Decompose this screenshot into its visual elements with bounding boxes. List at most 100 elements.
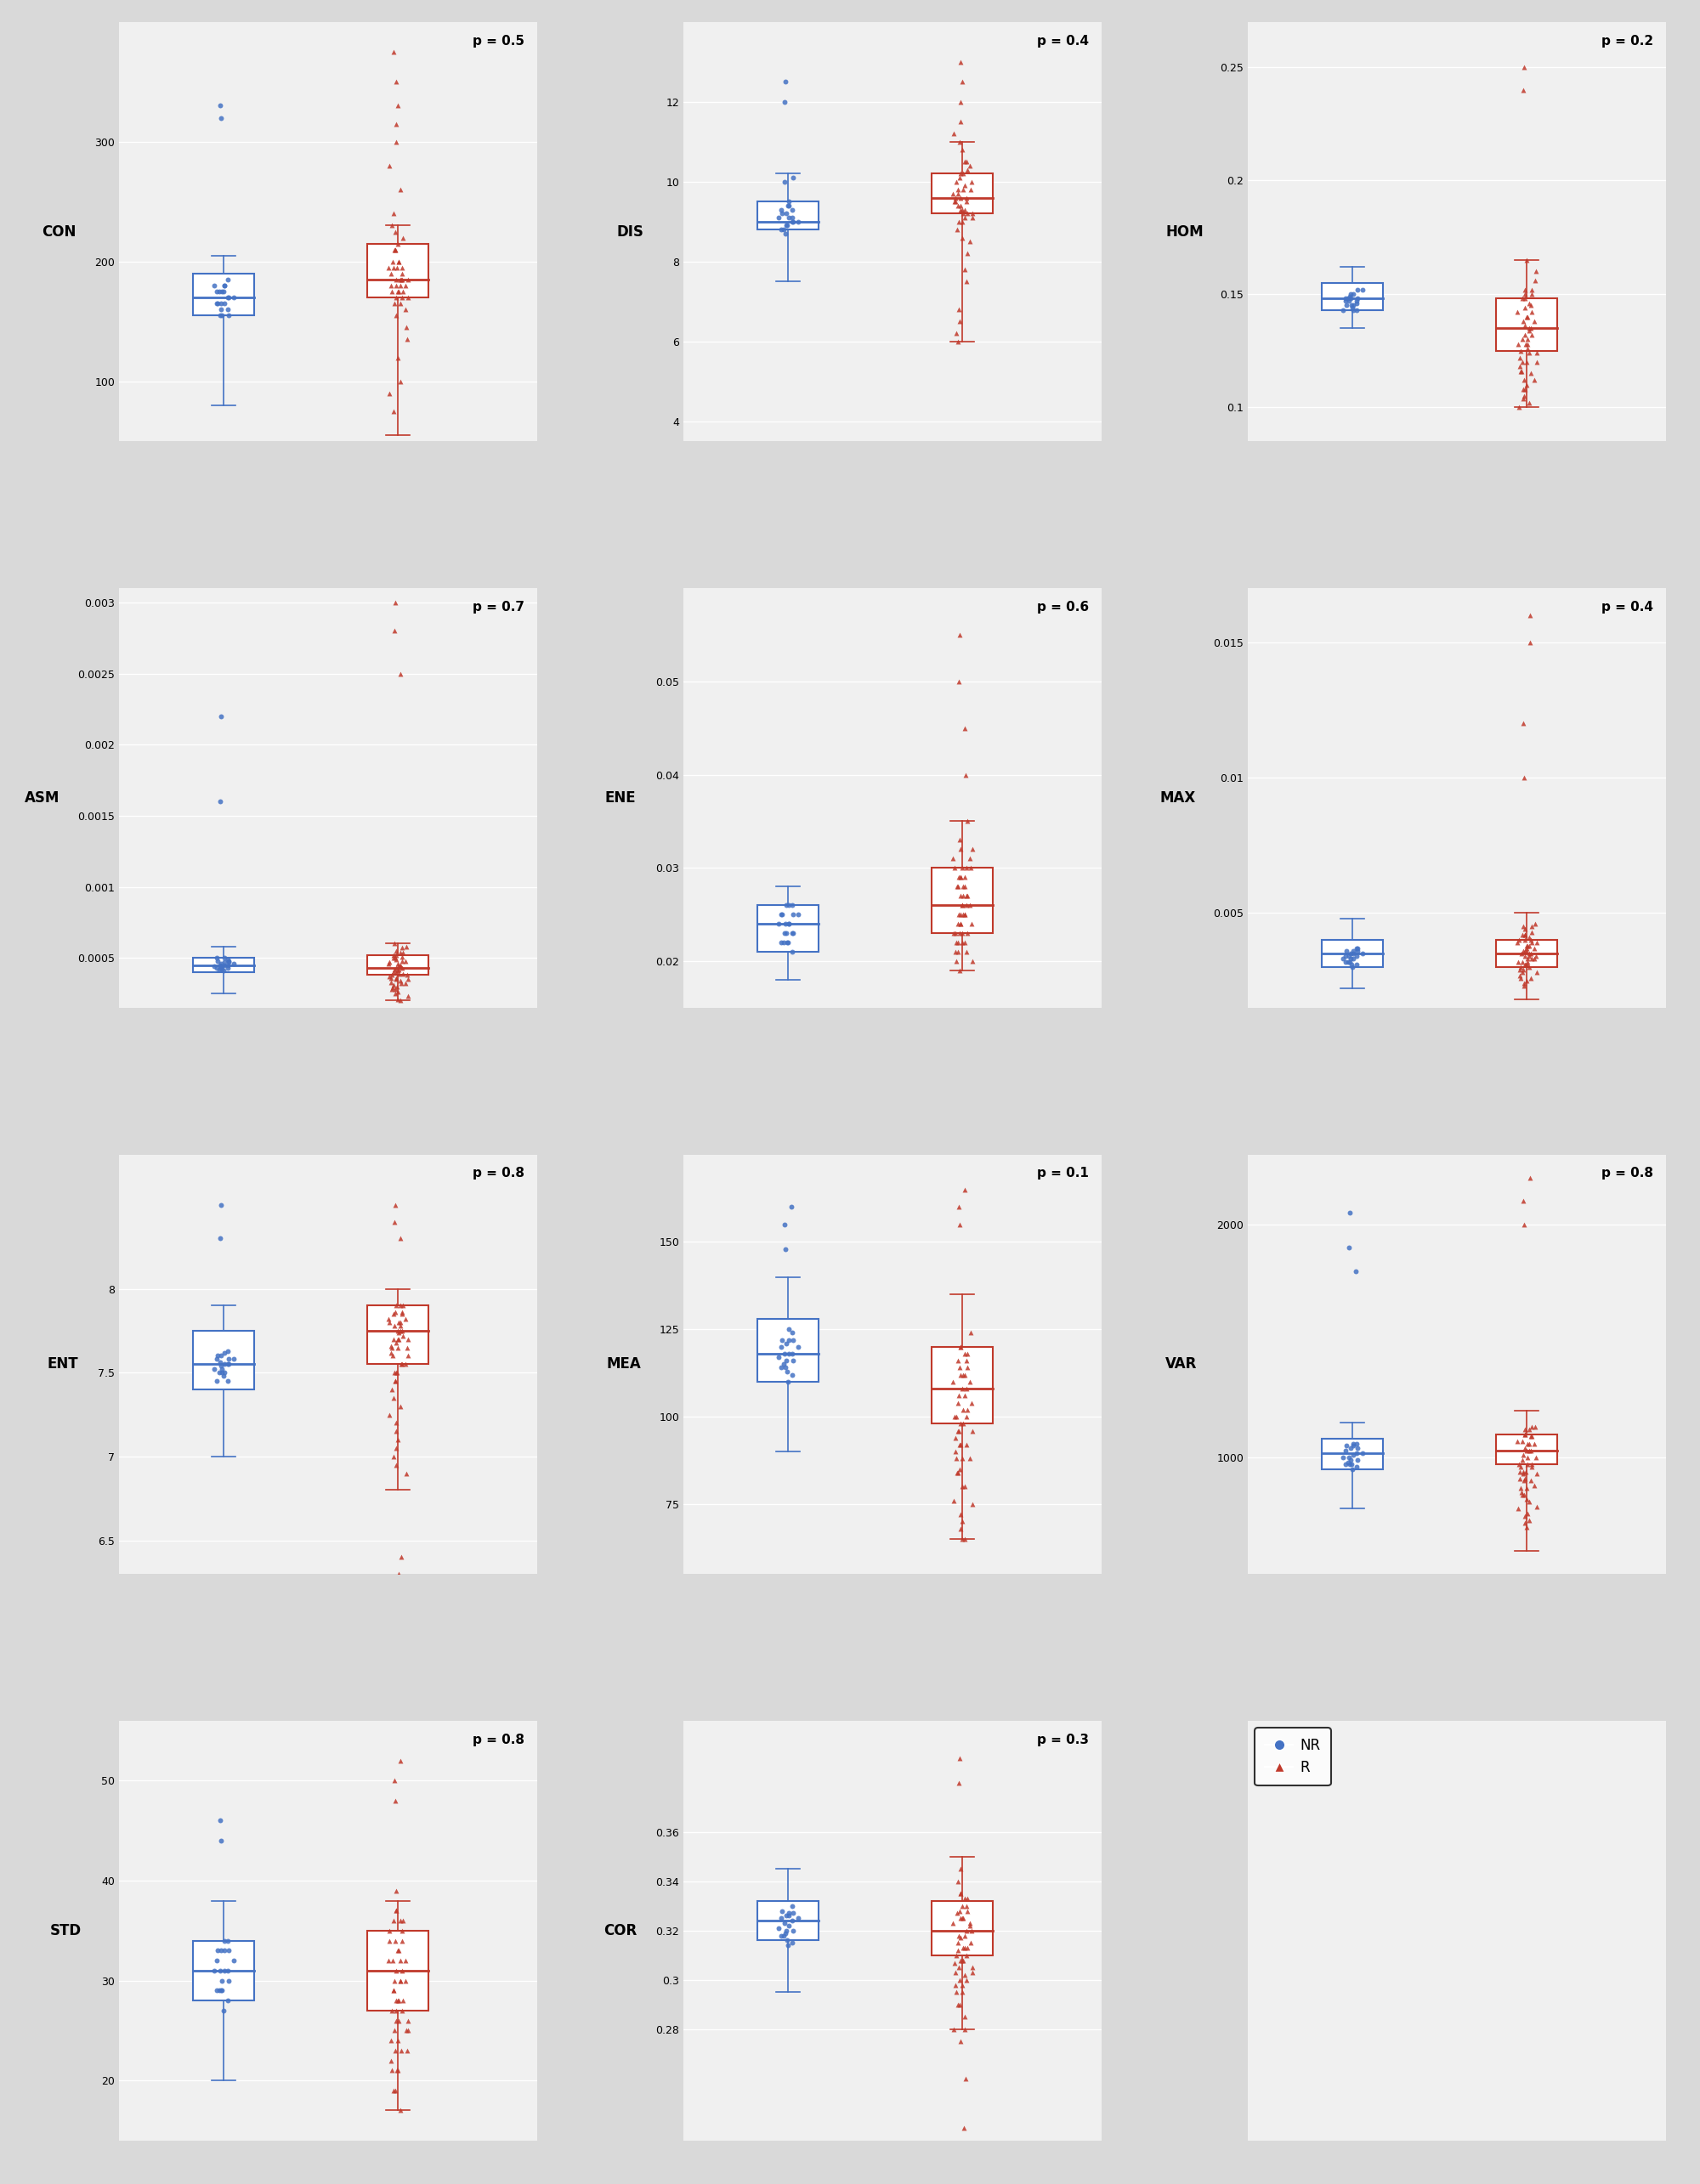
Point — [209, 1358, 236, 1393]
Point — [201, 269, 228, 304]
Point — [954, 1889, 981, 1924]
Point — [376, 1304, 403, 1339]
Point — [1510, 1184, 1537, 1219]
Point — [1523, 954, 1550, 989]
Point — [206, 952, 233, 987]
Point — [945, 304, 972, 339]
Point — [779, 935, 806, 970]
Point — [382, 1289, 410, 1324]
Point — [1515, 286, 1542, 321]
Point — [1336, 280, 1363, 314]
Point — [955, 1909, 983, 1944]
Point — [201, 1952, 228, 1987]
FancyBboxPatch shape — [758, 201, 818, 229]
Point — [1513, 299, 1540, 334]
Point — [1513, 367, 1540, 402]
Point — [384, 1321, 411, 1356]
Point — [775, 1337, 802, 1372]
Point — [768, 1900, 796, 1935]
Point — [386, 1289, 413, 1324]
Point — [377, 1328, 405, 1363]
Point — [944, 1926, 971, 1961]
Point — [214, 1348, 241, 1382]
Point — [952, 1173, 979, 1208]
Point — [784, 203, 811, 238]
Point — [214, 943, 241, 978]
Point — [211, 1924, 238, 1959]
Point — [1343, 1450, 1370, 1485]
Point — [949, 203, 976, 238]
Point — [945, 1413, 972, 1448]
Point — [765, 1911, 792, 1946]
Point — [768, 898, 796, 933]
Point — [1513, 933, 1540, 968]
Point — [386, 950, 413, 985]
Point — [949, 898, 976, 933]
Point — [382, 232, 410, 266]
Point — [376, 1913, 403, 1948]
Point — [954, 1894, 981, 1928]
Point — [959, 832, 986, 867]
Point — [1516, 928, 1544, 963]
Point — [944, 212, 971, 247]
Point — [1511, 1461, 1538, 1496]
Point — [1510, 371, 1537, 406]
Point — [1511, 277, 1538, 312]
Point — [207, 946, 235, 981]
Point — [945, 1741, 972, 1776]
Point — [382, 1448, 410, 1483]
Point — [1516, 950, 1544, 985]
Point — [381, 393, 408, 428]
Point — [207, 100, 235, 135]
Point — [1343, 930, 1370, 965]
Point — [1511, 1417, 1538, 1452]
Point — [949, 1470, 976, 1505]
Point — [952, 935, 979, 970]
Point — [1336, 1448, 1363, 1483]
Point — [955, 149, 983, 183]
Point — [774, 1343, 801, 1378]
Point — [1511, 378, 1538, 413]
Point — [376, 946, 403, 981]
Point — [947, 1356, 974, 1391]
Point — [784, 898, 811, 933]
Point — [211, 286, 238, 321]
Point — [1506, 349, 1533, 384]
Point — [952, 1378, 979, 1413]
Point — [1334, 1444, 1362, 1479]
Point — [1516, 1433, 1544, 1468]
Point — [1513, 928, 1540, 963]
Point — [1508, 943, 1535, 978]
Point — [1329, 941, 1357, 976]
Point — [945, 293, 972, 328]
Point — [207, 297, 235, 332]
Point — [1338, 941, 1365, 976]
Point — [389, 1913, 416, 1948]
Point — [1513, 1496, 1540, 1531]
Point — [949, 1968, 976, 2003]
Point — [384, 273, 411, 308]
Point — [214, 1952, 241, 1987]
Point — [945, 860, 972, 895]
Point — [1508, 1474, 1535, 1509]
Point — [1513, 930, 1540, 965]
Point — [388, 1963, 415, 1998]
Point — [1522, 1409, 1549, 1444]
Point — [774, 1913, 801, 1948]
Point — [959, 943, 986, 978]
Point — [949, 173, 976, 207]
Point — [1520, 930, 1547, 965]
Point — [1518, 277, 1545, 312]
Point — [384, 1321, 411, 1356]
Point — [949, 1944, 976, 1979]
Point — [1513, 1448, 1540, 1483]
Point — [775, 1321, 802, 1356]
Point — [382, 280, 410, 314]
Point — [384, 1313, 411, 1348]
Point — [949, 1931, 976, 1966]
Point — [1510, 304, 1537, 339]
Point — [957, 906, 984, 941]
Point — [389, 939, 416, 974]
Point — [1511, 1455, 1538, 1489]
Point — [214, 280, 241, 314]
